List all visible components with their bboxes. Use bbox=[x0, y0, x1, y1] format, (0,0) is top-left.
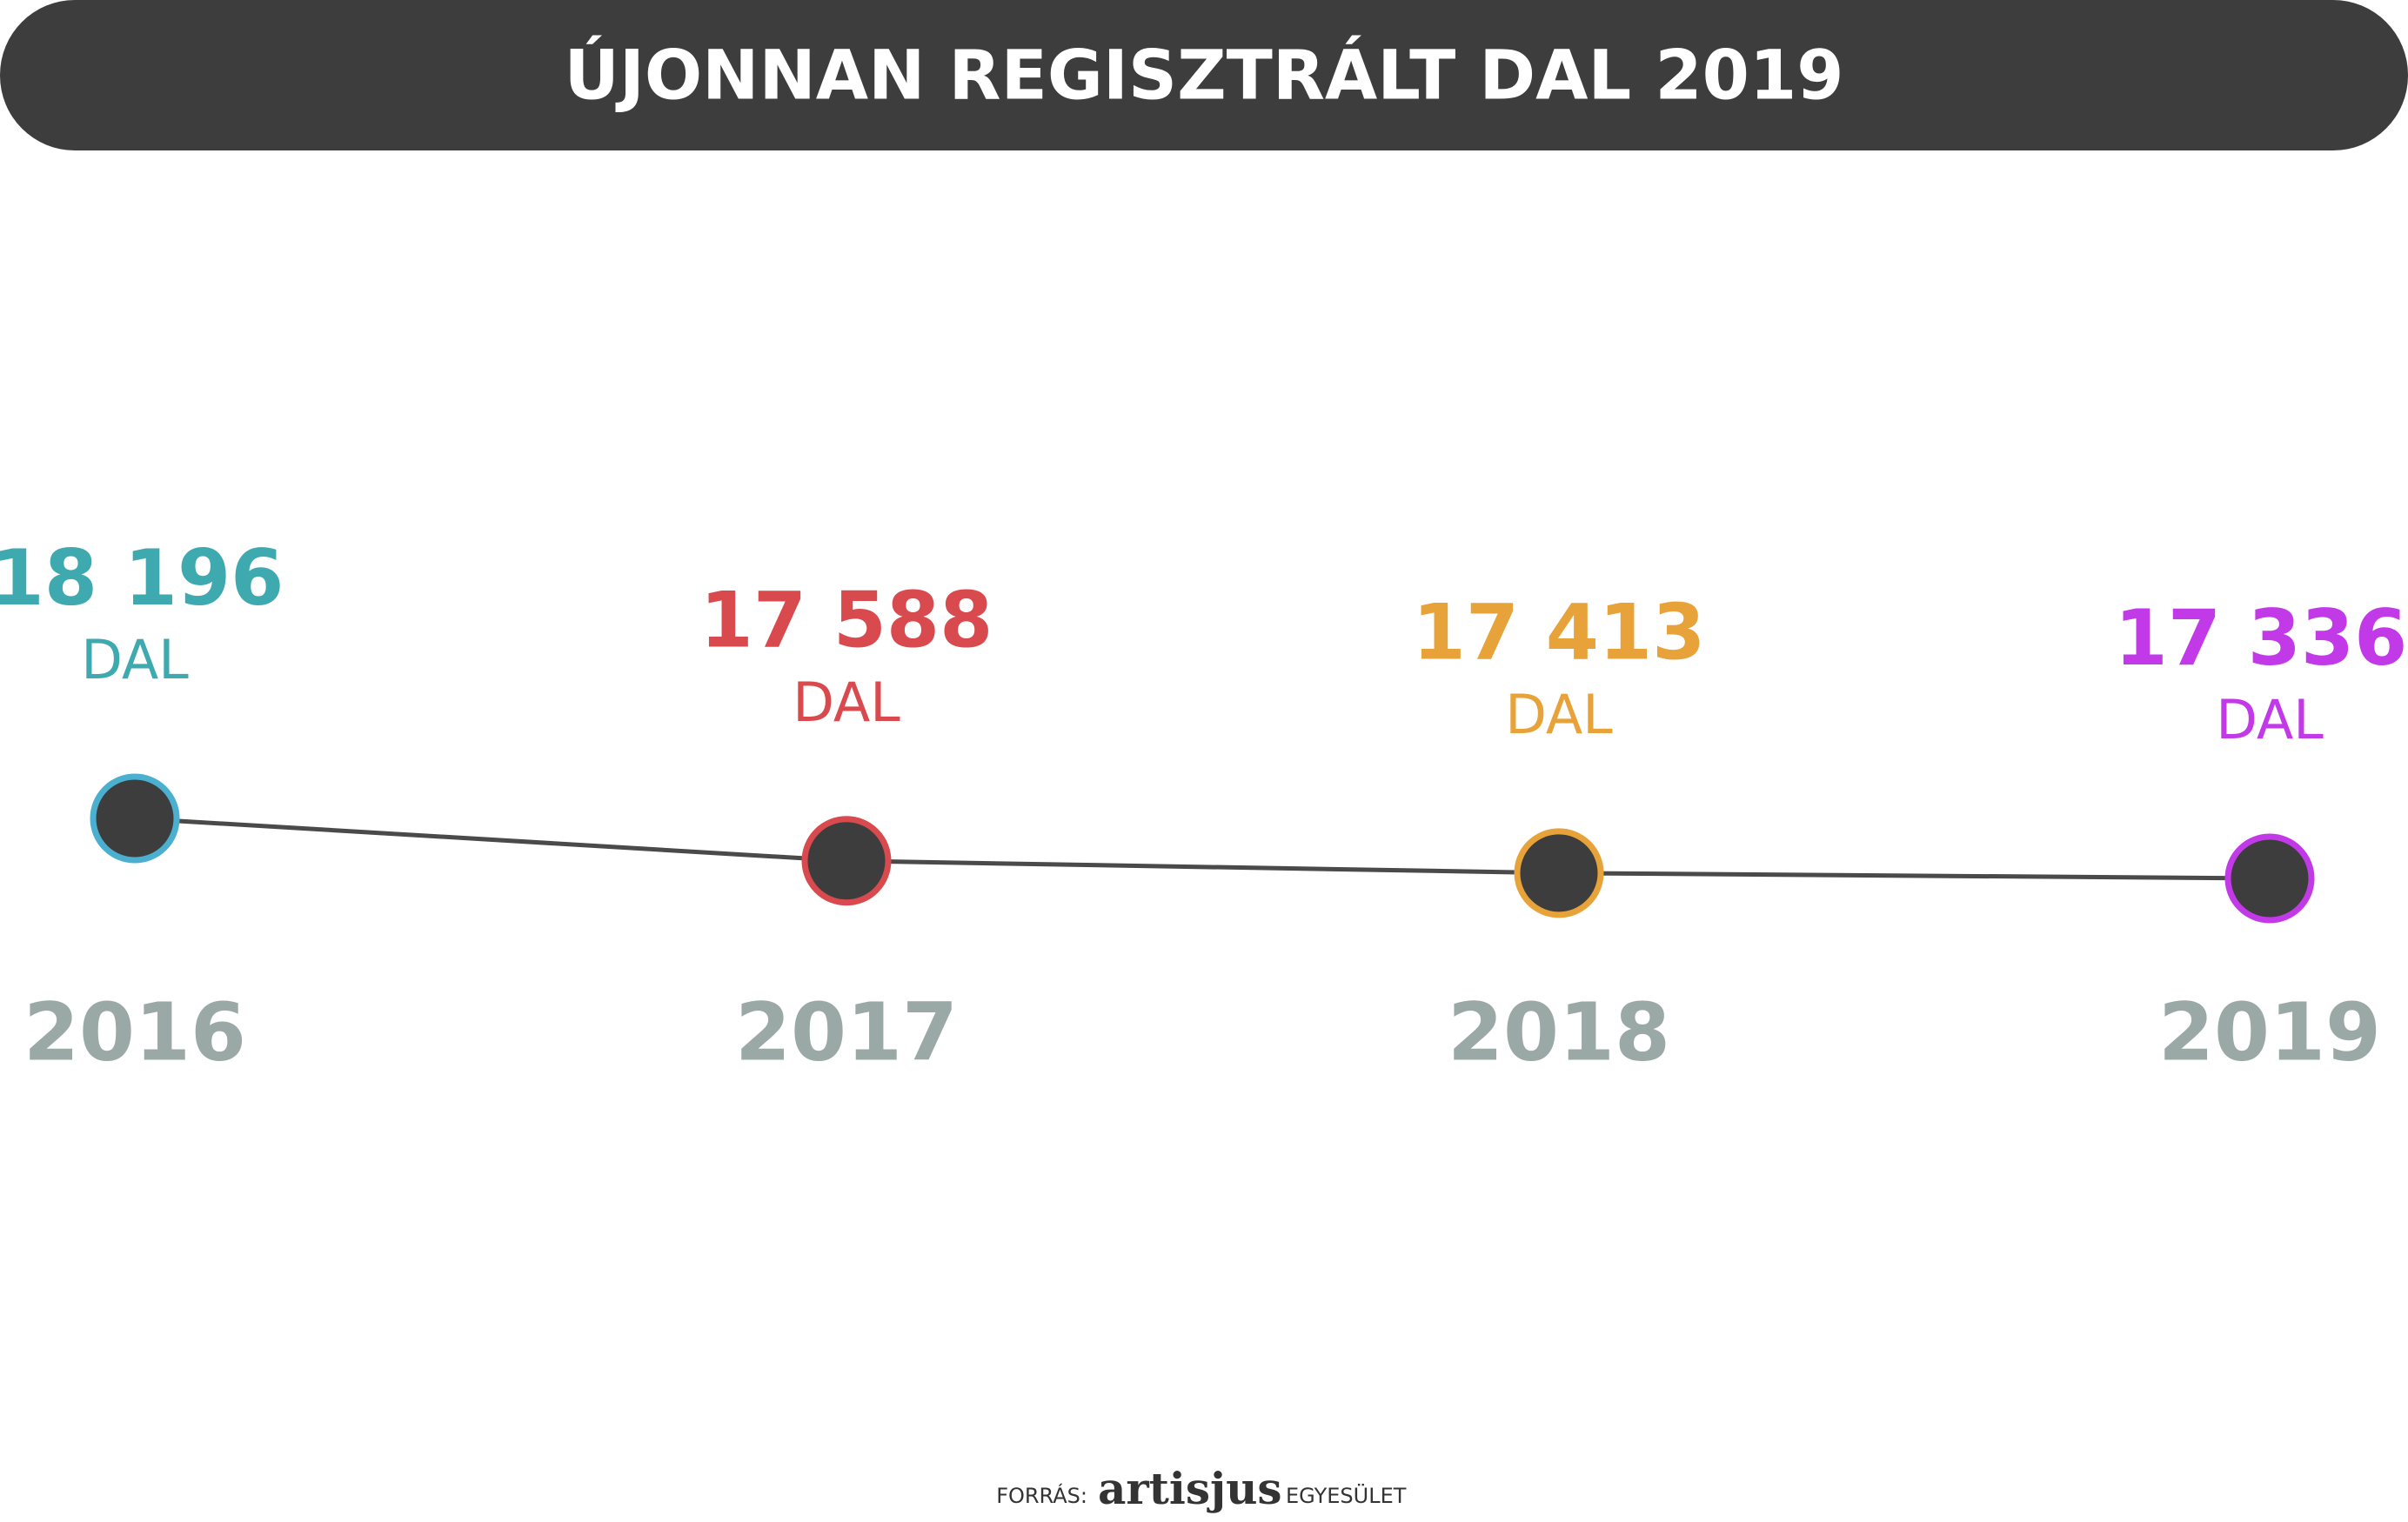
source-brand: artisjus bbox=[1098, 1463, 1282, 1514]
chart-title: ÚJONNAN REGISZTRÁLT DAL 2019 bbox=[565, 35, 1844, 115]
point bbox=[1514, 828, 1604, 918]
x-tick-label: 2017 bbox=[735, 985, 958, 1078]
unit-label: DAL bbox=[1505, 683, 1613, 746]
line bbox=[134, 816, 2271, 881]
source: FORRÁS: artisjus EGYESÜLET bbox=[996, 1463, 1407, 1514]
value-label: 18 196 bbox=[0, 533, 284, 623]
point bbox=[2224, 833, 2315, 924]
point bbox=[801, 816, 892, 906]
x-tick-label: 2016 bbox=[23, 985, 246, 1078]
source-prefix: FORRÁS: bbox=[996, 1483, 1087, 1508]
x-tick-label: 2019 bbox=[2158, 985, 2381, 1078]
unit-label: DAL bbox=[793, 671, 900, 734]
value-label: 17 588 bbox=[700, 576, 993, 665]
title-bar bbox=[0, 0, 2408, 150]
unit-label: DAL bbox=[2216, 688, 2324, 751]
value-label: 17 336 bbox=[2115, 593, 2408, 683]
point bbox=[90, 773, 180, 864]
unit-label: DAL bbox=[81, 628, 189, 691]
value-label: 17 413 bbox=[1413, 588, 1706, 678]
source-suffix: EGYESÜLET bbox=[1286, 1483, 1407, 1508]
x-tick-label: 2018 bbox=[1448, 985, 1670, 1078]
